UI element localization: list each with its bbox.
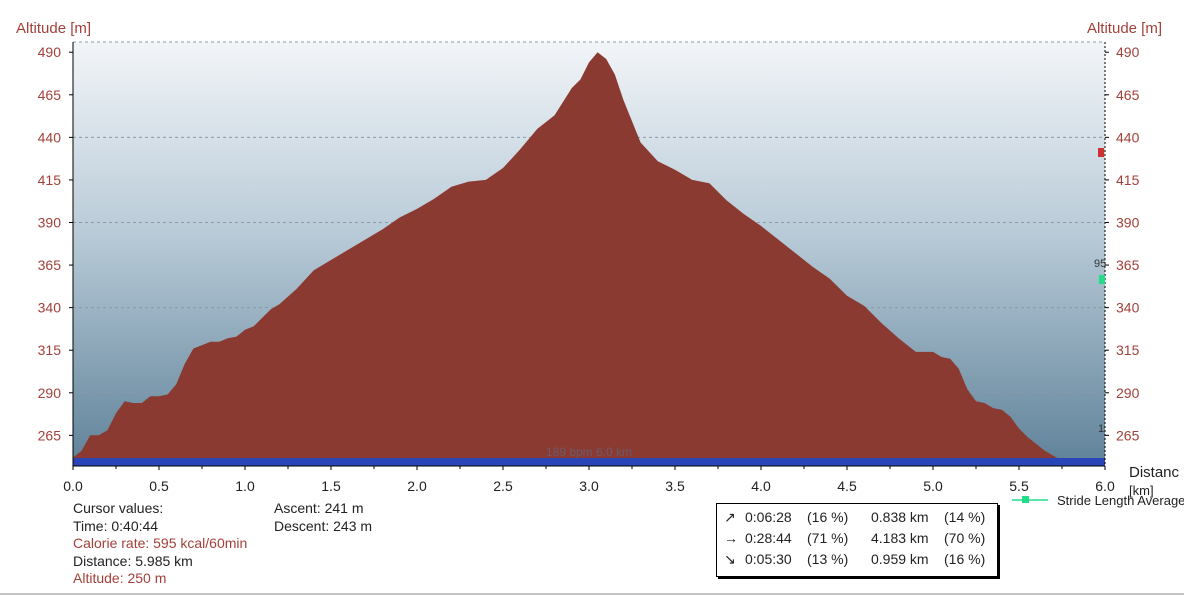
ascent-total: Ascent: 241 m: [274, 500, 364, 516]
y-tick-label-left: 290: [38, 385, 62, 401]
cursor-heading: Cursor values:: [73, 500, 164, 516]
y-tick-label-right: 465: [1116, 87, 1140, 103]
x-tick-label: 4.0: [751, 478, 771, 494]
stat-distance: 4.183 km: [871, 530, 929, 546]
flat-arrow-icon: →: [724, 530, 738, 546]
y-tick-label-right: 265: [1116, 427, 1140, 443]
y-tick-label-left: 465: [38, 87, 62, 103]
x-tick-label: 5.0: [923, 478, 943, 494]
stat-time-pct: (71 %): [807, 530, 849, 546]
y-tick-label-left: 440: [38, 129, 62, 145]
y-tick-label-left: 265: [38, 427, 62, 443]
stat-time: 0:06:28: [745, 509, 792, 525]
y-tick-label-left: 340: [38, 300, 62, 316]
stat-distance-pct: (70 %): [944, 530, 986, 546]
altitude-area: [73, 52, 1105, 466]
stat-distance: 0.838 km: [871, 509, 929, 525]
stat-distance: 0.959 km: [871, 551, 929, 567]
gradient-stats-box: ↗ 0:06:28 (16 %) 0.838 km (14 %) → 0:28:…: [716, 503, 998, 577]
y-tick-label-right: 340: [1116, 300, 1140, 316]
stat-distance-pct: (16 %): [944, 551, 986, 567]
stat-time: 0:05:30: [745, 551, 792, 567]
stat-distance-pct: (14 %): [944, 509, 986, 525]
y-tick-label-right: 315: [1116, 342, 1140, 358]
stats-row-flat: → 0:28:44 (71 %) 4.183 km (70 %): [717, 530, 997, 550]
cursor-distance: Distance: 5.985 km: [73, 553, 193, 569]
x-tick-label: 2.0: [407, 478, 427, 494]
stat-time-pct: (13 %): [807, 551, 849, 567]
y-tick-label-right: 490: [1116, 44, 1140, 60]
legend-marker: [1022, 496, 1029, 503]
y-tick-label-left: 365: [38, 257, 62, 273]
ascent-arrow-icon: ↗: [724, 509, 736, 525]
cursor-time: Time: 0:40:44: [73, 518, 159, 534]
y-tick-label-left: 315: [38, 342, 62, 358]
x-tick-label: 2.5: [493, 478, 513, 494]
y-tick-label-left: 415: [38, 172, 62, 188]
right-edge-red-marker: [1098, 148, 1104, 157]
right-edge-small-label: 1: [1098, 423, 1104, 435]
x-tick-label: 3.5: [665, 478, 685, 494]
legend-label: Stride Length Average: [1057, 493, 1184, 508]
x-tick-label: 3.0: [579, 478, 599, 494]
x-axis-ticks: 0.0 0.5 1.0 1.5 2.0 2.5 3.0 3.5 4.0 4.5 5.0 5.5 6.0: [63, 466, 1115, 494]
descent-arrow-icon: ↘: [724, 551, 736, 567]
y-tick-label-right: 290: [1116, 385, 1140, 401]
right-edge-value-label: 95: [1094, 258, 1106, 270]
stat-time-pct: (16 %): [807, 509, 849, 525]
x-tick-label: 5.5: [1009, 478, 1029, 494]
x-tick-label: 4.5: [837, 478, 857, 494]
x-axis-unit: [km]: [1129, 483, 1154, 498]
x-axis-label: Distanc: [1129, 464, 1180, 481]
x-tick-label: 1.5: [321, 478, 341, 494]
y-axis-ticks: 490 490 465 465 440 440 415 415 390 390 365 365 340 3…: [38, 44, 1140, 443]
stats-row-descent: ↘ 0:05:30 (13 %) 0.959 km (16 %): [717, 551, 997, 571]
x-tick-label: 0.5: [149, 478, 169, 494]
x-tick-label: 1.0: [235, 478, 255, 494]
cursor-altitude: Altitude: 250 m: [73, 570, 167, 586]
stats-row-ascent: ↗ 0:06:28 (16 %) 0.838 km (14 %): [717, 509, 997, 529]
y-tick-label-left: 390: [38, 214, 62, 230]
y-tick-label-right: 440: [1116, 129, 1140, 145]
cursor-calorie-rate: Calorie rate: 595 kcal/60min: [73, 535, 248, 551]
y-tick-label-left: 490: [38, 44, 62, 60]
stat-time: 0:28:44: [745, 530, 792, 546]
y-tick-label-right: 390: [1116, 214, 1140, 230]
band-label: 189 bpm 6.0 km: [546, 445, 632, 459]
y-axis-left-label: Altitude [m]: [16, 20, 91, 37]
heart-rate-band: [73, 458, 1105, 466]
x-tick-label: 0.0: [63, 478, 83, 494]
y-tick-label-right: 365: [1116, 257, 1140, 273]
y-axis-right-label: Altitude [m]: [1087, 20, 1162, 37]
right-edge-green-marker: [1099, 275, 1105, 284]
descent-total: Descent: 243 m: [274, 518, 373, 534]
x-tick-label: 6.0: [1095, 478, 1115, 494]
y-tick-label-right: 415: [1116, 172, 1140, 188]
